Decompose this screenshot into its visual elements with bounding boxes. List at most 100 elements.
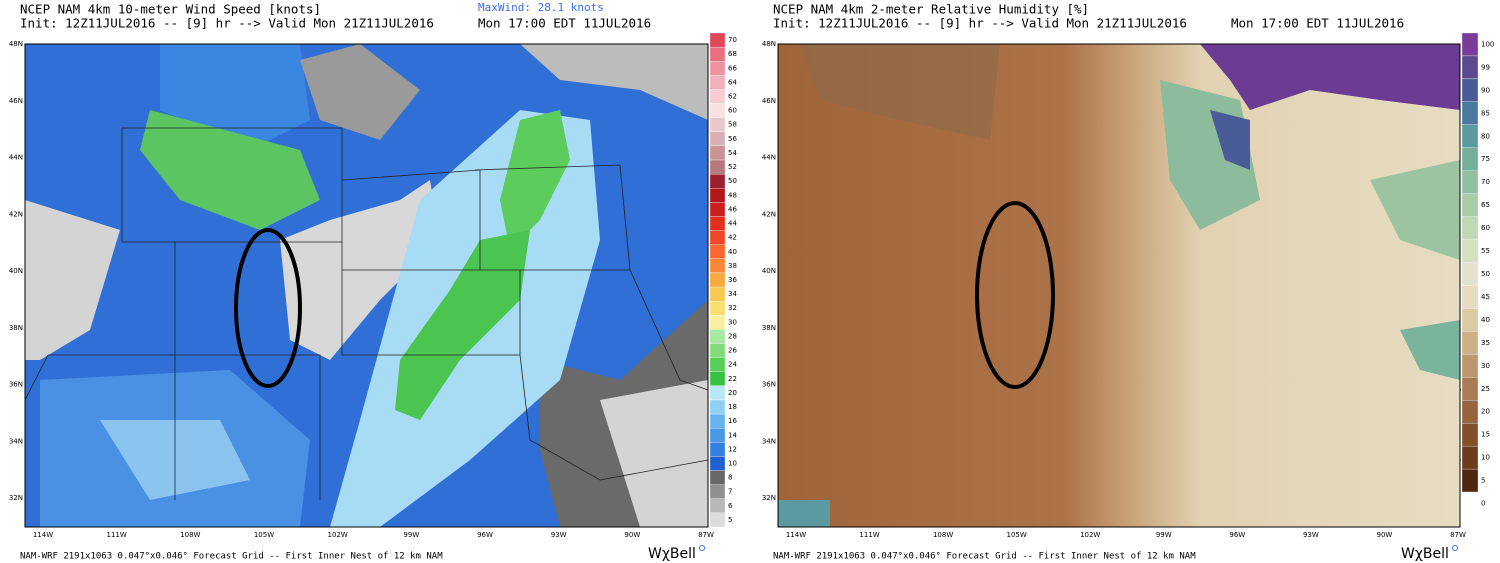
colorbar-label: 54 (728, 149, 737, 157)
colorbar-swatch (1461, 216, 1479, 240)
logo: WχBell (648, 546, 696, 562)
lat-label: 32N (762, 494, 776, 502)
max-wind: MaxWind: 28.1 knots (478, 1, 604, 14)
colorbar-swatch (709, 258, 726, 274)
colorbar-swatch (1461, 285, 1479, 309)
colorbar-label: 52 (728, 163, 737, 171)
colorbar-label: 0 (1481, 500, 1485, 508)
colorbar-label: 16 (728, 417, 737, 425)
colorbar-label: 24 (728, 361, 737, 369)
colorbar-swatch (709, 244, 726, 259)
map-frame (777, 43, 1461, 528)
init-line: Init: 12Z11JUL2016 -- [9] hr --> Valid M… (773, 16, 1187, 31)
lat-label: 46N (762, 97, 776, 105)
colorbar-label: 58 (728, 121, 737, 129)
colorbar-label: 75 (1481, 155, 1490, 163)
lon-label: 105W (254, 531, 274, 539)
colorbar-label: 30 (1481, 362, 1490, 370)
footer: NAM-WRF 2191x1063 0.047°x0.046° Forecast… (20, 552, 443, 562)
init-line: Init: 12Z11JUL2016 -- [9] hr --> Valid M… (20, 16, 434, 31)
colorbar-swatch (709, 216, 726, 231)
colorbar-label: 40 (728, 248, 737, 256)
lon-label: 111W (107, 531, 127, 539)
colorbar-label: 44 (728, 220, 737, 228)
logo-dot (1452, 545, 1458, 551)
colorbar-swatch (1461, 400, 1479, 424)
colorbar-label: 46 (728, 205, 737, 213)
lon-label: 96W (477, 531, 493, 539)
valid-local: Mon 17:00 EDT 11JUL2016 (1231, 16, 1404, 31)
colorbar-swatch (709, 399, 726, 415)
colorbar-swatch (709, 131, 726, 147)
colorbar-label: 55 (1481, 247, 1490, 255)
colorbar-label: 22 (728, 375, 737, 383)
colorbar-label: 99 (1481, 63, 1490, 71)
lon-label: 102W (328, 531, 348, 539)
colorbar-swatch (709, 315, 726, 330)
colorbar-label: 38 (728, 262, 737, 270)
lat-label: 42N (762, 210, 776, 218)
colorbar-swatch (709, 428, 726, 443)
colorbar-swatch (1461, 101, 1479, 125)
lon-label: 108W (180, 531, 200, 539)
colorbar-swatch (1461, 377, 1479, 401)
colorbar-swatch (709, 456, 726, 471)
colorbar-label: 35 (1481, 339, 1490, 347)
lat-label: 40N (762, 267, 776, 275)
colorbar-label: 50 (1481, 270, 1490, 278)
lon-label: 108W (933, 531, 953, 539)
lat-label: 40N (9, 267, 23, 275)
colorbar-label: 10 (1481, 454, 1490, 462)
colorbar-swatch (709, 343, 726, 358)
logo-dot (699, 545, 705, 551)
colorbar-label: 85 (1481, 109, 1490, 117)
lon-label: 114W (786, 531, 806, 539)
lon-label: 90W (1377, 531, 1393, 539)
colorbar-swatch (709, 117, 726, 132)
colorbar-label: 20 (728, 389, 737, 397)
lon-label: 99W (403, 531, 419, 539)
wind-map (25, 44, 708, 527)
colorbar-swatch (709, 357, 726, 372)
valid-local: Mon 17:00 EDT 11JUL2016 (478, 16, 651, 31)
colorbar-label: 12 (728, 445, 737, 453)
lat-label: 36N (762, 381, 776, 389)
colorbar-label: 30 (728, 318, 737, 326)
lat-label: 32N (9, 494, 23, 502)
colorbar-swatch (709, 89, 726, 104)
colorbar-swatch (709, 103, 726, 118)
colorbar-swatch (709, 75, 726, 90)
colorbar-swatch (709, 498, 726, 514)
colorbar-label: 25 (1481, 385, 1490, 393)
colorbar-label: 8 (728, 474, 732, 482)
logo: WχBell (1401, 546, 1449, 562)
colorbar-label: 60 (728, 107, 737, 115)
lon-label: 93W (551, 531, 567, 539)
lat-label: 48N (9, 40, 23, 48)
lon-label: 114W (33, 531, 53, 539)
lon-label: 93W (1303, 531, 1319, 539)
colorbar-swatch (1461, 331, 1479, 355)
highlight-ellipse (975, 201, 1055, 389)
colorbar-swatch (1461, 193, 1479, 217)
colorbar-label: 18 (728, 403, 737, 411)
colorbar-swatch (1461, 239, 1479, 263)
colorbar-swatch (1461, 124, 1479, 148)
colorbar-swatch (1461, 170, 1479, 194)
colorbar-swatch (709, 188, 726, 203)
colorbar-label: 42 (728, 234, 737, 242)
lat-label: 44N (762, 154, 776, 162)
colorbar-label: 70 (1481, 178, 1490, 186)
lon-label: 87W (1450, 531, 1466, 539)
colorbar-swatch (709, 61, 726, 76)
colorbar-label: 32 (728, 304, 737, 312)
lat-label: 46N (9, 97, 23, 105)
colorbar-swatch (709, 272, 726, 288)
colorbar-swatch (709, 484, 726, 499)
lat-label: 48N (762, 40, 776, 48)
lon-label: 96W (1229, 531, 1245, 539)
colorbar-swatch (709, 230, 726, 245)
colorbar-swatch (1461, 423, 1479, 447)
lat-label: 42N (9, 210, 23, 218)
map-frame (24, 43, 709, 528)
